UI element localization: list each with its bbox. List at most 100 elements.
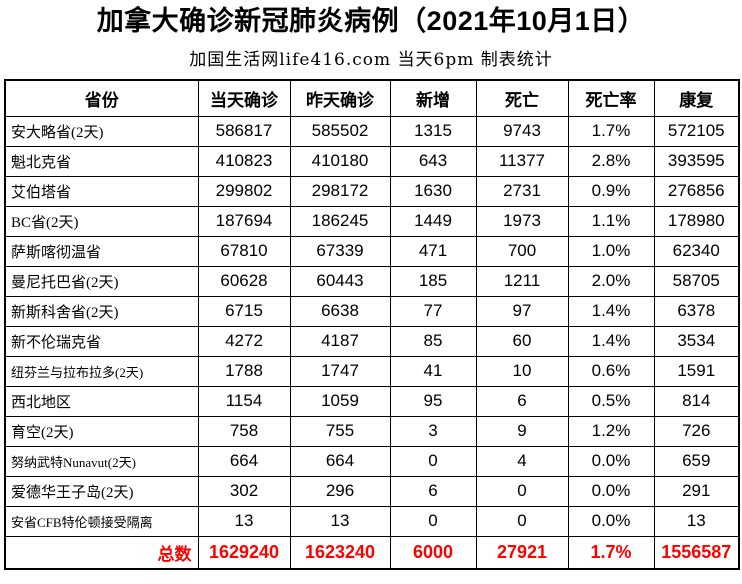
- value-cell: 6638: [289, 295, 391, 327]
- value-cell: 643: [389, 145, 477, 177]
- table-row: 曼尼托巴省(2天) 60628 60443 185 1211 2.0% 58705: [4, 265, 740, 297]
- table-row: 爱德华王子岛(2天) 302 296 6 0 0.0% 291: [4, 475, 740, 507]
- value-cell: 471: [389, 235, 477, 267]
- value-cell: 659: [653, 445, 740, 477]
- covid-stats-table: 省份 当天确诊 昨天确诊 新增 死亡 死亡率 康复 安大略省(2天) 586817…: [4, 78, 740, 570]
- total-row: 总数 1629240 1623240 6000 27921 1.7% 15565…: [4, 535, 740, 570]
- value-cell: 1154: [197, 385, 291, 417]
- value-cell: 0: [475, 505, 569, 537]
- value-cell: 0: [389, 505, 477, 537]
- value-cell: 1.4%: [567, 295, 655, 327]
- value-cell: 60: [475, 325, 569, 357]
- value-cell: 1747: [289, 355, 391, 387]
- value-cell: 410180: [289, 145, 391, 177]
- value-cell: 13: [653, 505, 740, 537]
- value-cell: 0.5%: [567, 385, 655, 417]
- province-cell: 新斯科舍省(2天): [4, 295, 199, 327]
- value-cell: 0.0%: [567, 445, 655, 477]
- value-cell: 3534: [653, 325, 740, 357]
- value-cell: 1973: [475, 205, 569, 237]
- value-cell: 85: [389, 325, 477, 357]
- value-cell: 9: [475, 415, 569, 447]
- table-row: 安省CFB特伦顿接受隔离 13 13 0 0 0.0% 13: [4, 505, 740, 537]
- total-deaths: 27921: [475, 535, 569, 570]
- province-cell: 艾伯塔省: [4, 175, 199, 207]
- value-cell: 6378: [653, 295, 740, 327]
- value-cell: 6: [389, 475, 477, 507]
- value-cell: 586817: [197, 115, 291, 147]
- column-header-province: 省份: [4, 79, 199, 117]
- value-cell: 1.1%: [567, 205, 655, 237]
- value-cell: 1.7%: [567, 115, 655, 147]
- province-cell: 努纳武特Nunavut(2天): [4, 445, 199, 477]
- value-cell: 664: [289, 445, 391, 477]
- value-cell: 6: [475, 385, 569, 417]
- table-row: 新斯科舍省(2天) 6715 6638 77 97 1.4% 6378: [4, 295, 740, 327]
- table-row: 努纳武特Nunavut(2天) 664 664 0 4 0.0% 659: [4, 445, 740, 477]
- province-cell: 安省CFB特伦顿接受隔离: [4, 505, 199, 537]
- value-cell: 1449: [389, 205, 477, 237]
- province-cell: 新不伦瑞克省: [4, 325, 199, 357]
- province-cell: 曼尼托巴省(2天): [4, 265, 199, 297]
- province-cell: 魁北克省: [4, 145, 199, 177]
- value-cell: 10: [475, 355, 569, 387]
- value-cell: 67810: [197, 235, 291, 267]
- value-cell: 758: [197, 415, 291, 447]
- value-cell: 1.0%: [567, 235, 655, 267]
- table-row: 艾伯塔省 299802 298172 1630 2731 0.9% 276856: [4, 175, 740, 207]
- value-cell: 4272: [197, 325, 291, 357]
- column-header-new-cases: 新增: [389, 79, 477, 117]
- value-cell: 0: [389, 445, 477, 477]
- value-cell: 393595: [653, 145, 740, 177]
- value-cell: 77: [389, 295, 477, 327]
- total-recovered: 1556587: [653, 535, 740, 570]
- value-cell: 62340: [653, 235, 740, 267]
- value-cell: 3: [389, 415, 477, 447]
- column-header-today-confirmed: 当天确诊: [197, 79, 291, 117]
- value-cell: 814: [653, 385, 740, 417]
- province-cell: 纽芬兰与拉布拉多(2天): [4, 355, 199, 387]
- value-cell: 0.0%: [567, 505, 655, 537]
- province-cell: 爱德华王子岛(2天): [4, 475, 199, 507]
- value-cell: 41: [389, 355, 477, 387]
- column-header-recovered: 康复: [653, 79, 740, 117]
- value-cell: 1059: [289, 385, 391, 417]
- value-cell: 2731: [475, 175, 569, 207]
- value-cell: 60628: [197, 265, 291, 297]
- value-cell: 410823: [197, 145, 291, 177]
- value-cell: 4: [475, 445, 569, 477]
- table-row: 纽芬兰与拉布拉多(2天) 1788 1747 41 10 0.6% 1591: [4, 355, 740, 387]
- value-cell: 0: [475, 475, 569, 507]
- table-row: 育空(2天) 758 755 3 9 1.2% 726: [4, 415, 740, 447]
- value-cell: 4187: [289, 325, 391, 357]
- page-title: 加拿大确诊新冠肺炎病例（2021年10月1日）: [96, 6, 646, 36]
- value-cell: 298172: [289, 175, 391, 207]
- province-cell: BC省(2天): [4, 205, 199, 237]
- value-cell: 585502: [289, 115, 391, 147]
- total-today-confirmed: 1629240: [197, 535, 291, 570]
- total-new-cases: 6000: [389, 535, 477, 570]
- value-cell: 60443: [289, 265, 391, 297]
- value-cell: 6715: [197, 295, 291, 327]
- value-cell: 178980: [653, 205, 740, 237]
- value-cell: 664: [197, 445, 291, 477]
- value-cell: 95: [389, 385, 477, 417]
- value-cell: 11377: [475, 145, 569, 177]
- value-cell: 700: [475, 235, 569, 267]
- page-subtitle: 加国生活网life416.com 当天6pm 制表统计: [189, 49, 553, 70]
- total-death-rate: 1.7%: [567, 535, 655, 570]
- value-cell: 187694: [197, 205, 291, 237]
- table-row: 西北地区 1154 1059 95 6 0.5% 814: [4, 385, 740, 417]
- value-cell: 67339: [289, 235, 391, 267]
- province-cell: 安大略省(2天): [4, 115, 199, 147]
- column-header-deaths: 死亡: [475, 79, 569, 117]
- total-label: 总数: [4, 535, 199, 570]
- table-row: 魁北克省 410823 410180 643 11377 2.8% 393595: [4, 145, 740, 177]
- value-cell: 2.8%: [567, 145, 655, 177]
- table-row: 新不伦瑞克省 4272 4187 85 60 1.4% 3534: [4, 325, 740, 357]
- value-cell: 726: [653, 415, 740, 447]
- value-cell: 302: [197, 475, 291, 507]
- value-cell: 299802: [197, 175, 291, 207]
- value-cell: 1788: [197, 355, 291, 387]
- table-row: 萨斯喀彻温省 67810 67339 471 700 1.0% 62340: [4, 235, 740, 267]
